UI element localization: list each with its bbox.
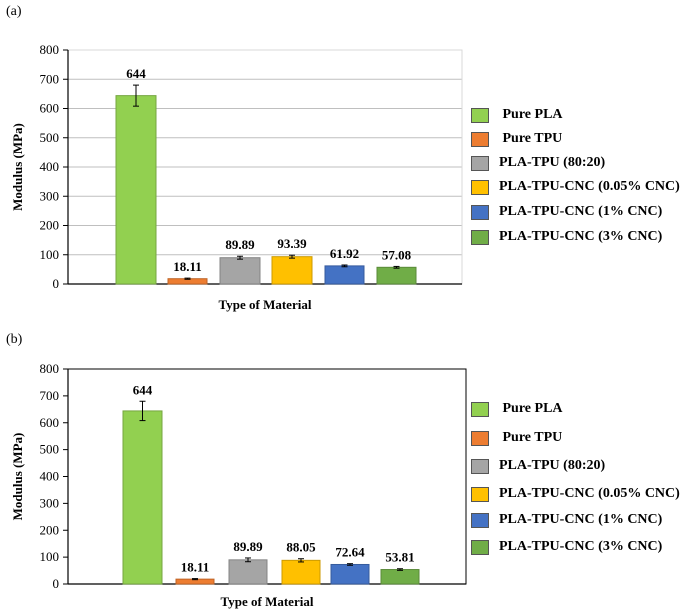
legend-label: PLA-TPU-CNC (1% CNC) bbox=[499, 204, 663, 219]
legend-item: Pure TPU bbox=[471, 430, 562, 446]
y-tick-label: 100 bbox=[40, 549, 60, 564]
chart-panel-a: (a) 0 100 200 300 400 500 600 700 800 Modulus (MP… bbox=[6, 4, 680, 312]
legend-label: PLA-TPU-CNC (1% CNC) bbox=[499, 512, 663, 527]
legend-label: PLA-TPU-CNC (3% CNC) bbox=[499, 539, 663, 554]
legend-swatch bbox=[471, 107, 489, 123]
legend-swatch bbox=[471, 131, 489, 147]
legend-label: PLA-TPU (80:20) bbox=[499, 458, 606, 473]
panel-label: (b) bbox=[6, 332, 23, 347]
data-label: 72.64 bbox=[335, 545, 365, 560]
y-tick-label: 300 bbox=[40, 495, 60, 510]
bar bbox=[330, 563, 370, 585]
legend-item: Pure PLA bbox=[471, 107, 563, 123]
legend-swatch bbox=[471, 155, 489, 171]
legend-label: Pure PLA bbox=[499, 107, 563, 122]
chart-svg-a: 0 100 200 300 400 500 600 700 800 Modulus (MPa) Ty… bbox=[10, 42, 463, 312]
data-label: 89.89 bbox=[233, 539, 263, 554]
y-tick-label: 200 bbox=[40, 218, 60, 233]
legend-item: PLA-TPU (80:20) bbox=[471, 155, 605, 171]
data-label: 644 bbox=[133, 382, 153, 397]
bar bbox=[228, 559, 268, 585]
legend-item: PLA-TPU (80:20) bbox=[471, 458, 605, 474]
legend-swatch bbox=[471, 204, 489, 220]
bar bbox=[219, 257, 261, 285]
legend-item: Pure PLA bbox=[471, 401, 563, 417]
y-axis-title: Modulus (MPa) bbox=[10, 123, 25, 211]
data-label: 18.11 bbox=[173, 259, 202, 274]
y-tick-label: 0 bbox=[53, 276, 60, 291]
bar bbox=[122, 410, 163, 585]
legend-label: Pure TPU bbox=[499, 131, 563, 146]
bar bbox=[380, 569, 420, 585]
data-label: 57.08 bbox=[382, 247, 412, 262]
bar bbox=[281, 559, 321, 585]
y-tick-label: 500 bbox=[40, 130, 60, 145]
legend-swatch bbox=[471, 539, 489, 555]
bar bbox=[115, 95, 157, 285]
y-tick-label: 700 bbox=[40, 388, 60, 403]
legend-label: Pure PLA bbox=[499, 401, 563, 416]
legend-swatch bbox=[471, 401, 489, 417]
y-tick-label: 200 bbox=[40, 522, 60, 537]
y-tick-label: 300 bbox=[40, 188, 60, 203]
legend-swatch bbox=[471, 486, 489, 502]
data-label: 53.81 bbox=[385, 550, 414, 565]
legend-swatch bbox=[471, 430, 489, 446]
legend-item: Pure TPU bbox=[471, 131, 562, 147]
y-tick-label: 100 bbox=[40, 247, 60, 262]
legend-swatch bbox=[471, 229, 489, 245]
panel-label: (a) bbox=[6, 4, 22, 19]
legend-label: PLA-TPU-CNC (0.05% CNC) bbox=[499, 179, 680, 194]
legend-label: Pure TPU bbox=[499, 430, 563, 445]
legend-label: PLA-TPU (80:20) bbox=[499, 155, 606, 170]
legend-label: PLA-TPU-CNC (3% CNC) bbox=[499, 229, 663, 244]
y-tick-label: 0 bbox=[53, 576, 60, 591]
x-axis-title: Type of Material bbox=[221, 594, 314, 609]
data-label: 18.11 bbox=[181, 560, 210, 575]
legend-swatch bbox=[471, 179, 489, 195]
y-axis-title: Modulus (MPa) bbox=[10, 433, 25, 521]
bar bbox=[376, 266, 417, 285]
data-label: 61.92 bbox=[330, 246, 359, 261]
y-tick-label: 800 bbox=[40, 361, 60, 376]
legend-label: PLA-TPU-CNC (0.05% CNC) bbox=[499, 486, 680, 501]
legend-item: PLA-TPU-CNC (1% CNC) bbox=[471, 512, 662, 528]
data-label: 89.89 bbox=[225, 237, 255, 252]
x-axis-title: Type of Material bbox=[219, 297, 312, 312]
chart-svg-b: 0 100 200 300 400 500 600 700 800 Modulus (MPa) Ty… bbox=[10, 361, 467, 609]
y-tick-label: 600 bbox=[40, 415, 60, 430]
legend-swatch bbox=[471, 512, 489, 528]
legend-item: PLA-TPU-CNC (3% CNC) bbox=[471, 229, 662, 245]
chart-panel-b: (b) 0 100 200 300 400 500 600 700 800 Modulus (MP… bbox=[0, 328, 700, 610]
data-label: 93.39 bbox=[277, 236, 307, 251]
legend-item: PLA-TPU-CNC (3% CNC) bbox=[471, 539, 662, 555]
y-tick-label: 700 bbox=[40, 71, 60, 86]
y-tick-label: 600 bbox=[40, 101, 60, 116]
y-tick-label: 400 bbox=[40, 469, 60, 484]
y-tick-label: 500 bbox=[40, 442, 60, 457]
bar bbox=[271, 256, 313, 285]
y-tick-label: 400 bbox=[40, 159, 60, 174]
y-tick-label: 800 bbox=[40, 42, 60, 57]
legend-item: PLA-TPU-CNC (0.05% CNC) bbox=[471, 486, 680, 502]
legend-swatch bbox=[471, 458, 489, 474]
legend-item: PLA-TPU-CNC (0.05% CNC) bbox=[471, 179, 680, 195]
bar bbox=[324, 265, 365, 285]
legend-item: PLA-TPU-CNC (1% CNC) bbox=[471, 204, 662, 220]
data-label: 88.05 bbox=[286, 540, 316, 555]
data-label: 644 bbox=[126, 66, 146, 81]
